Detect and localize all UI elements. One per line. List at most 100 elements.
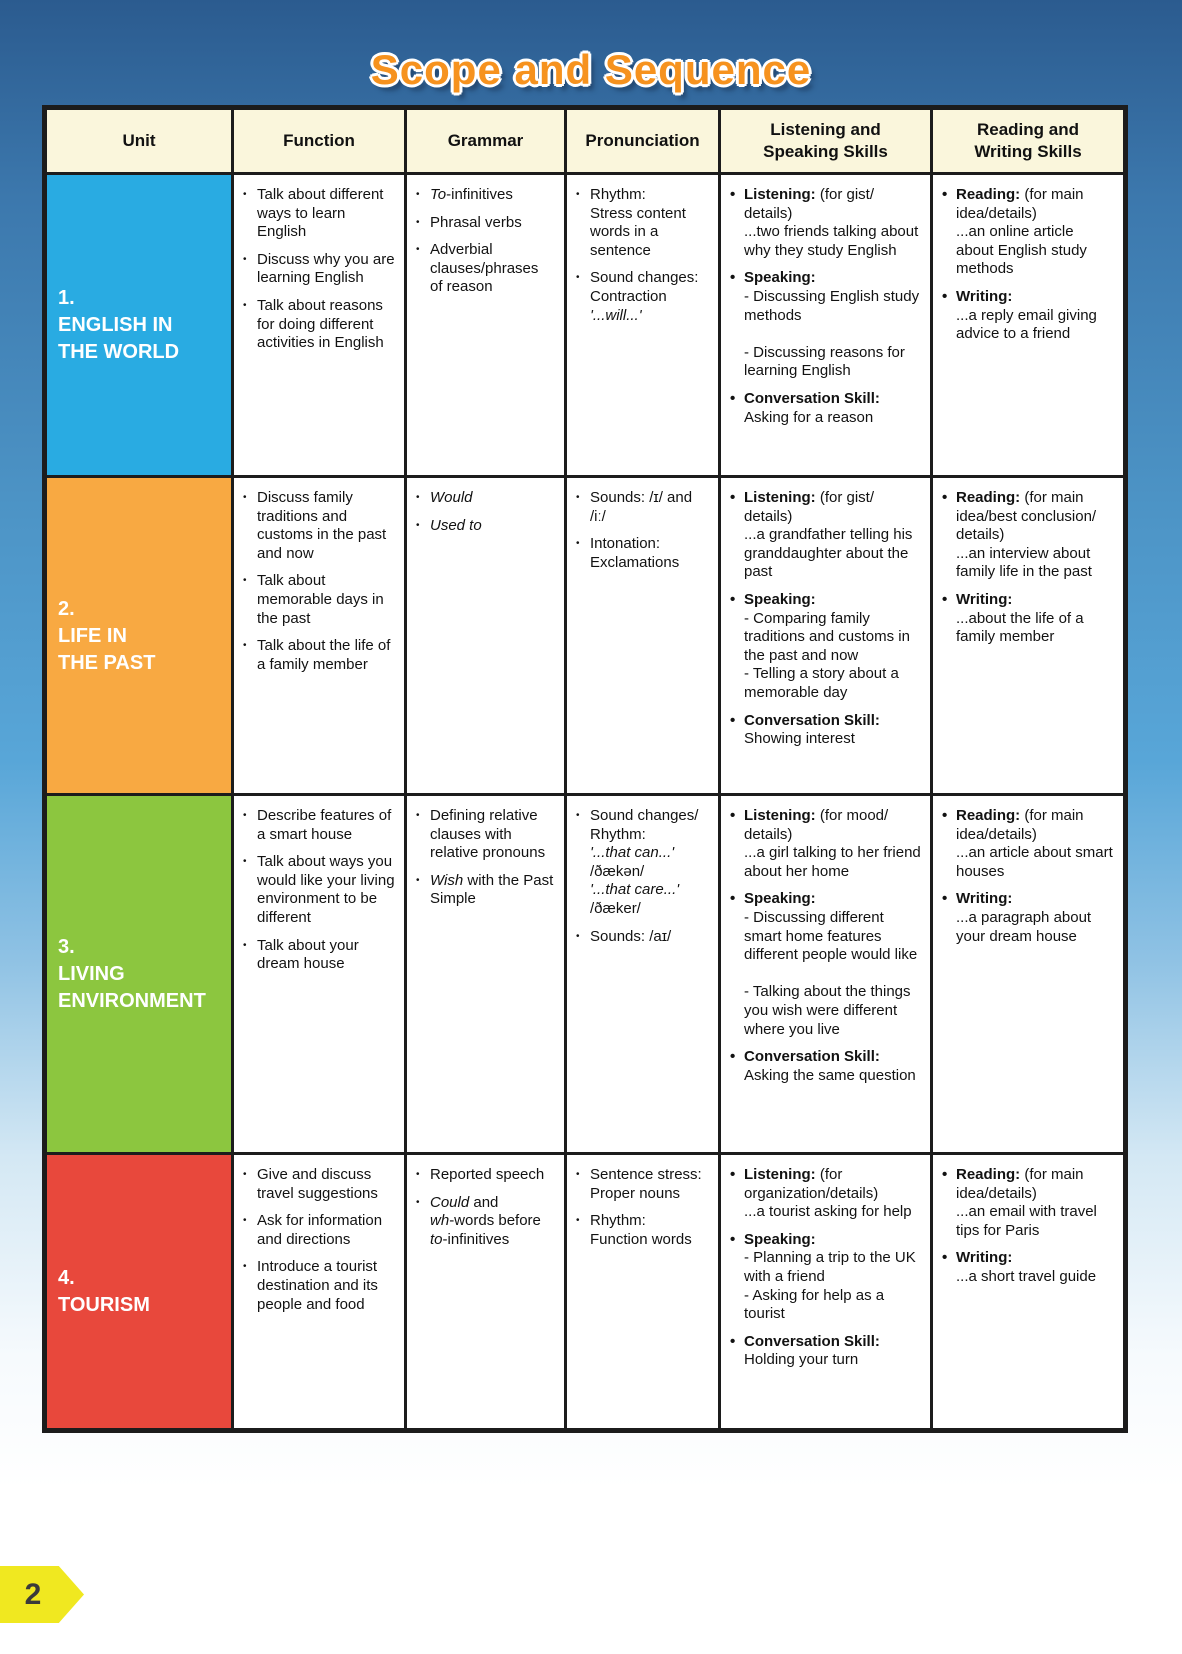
- bullet-text: Discuss why you are learning English: [257, 250, 395, 287]
- row-unit-3: 3. LIVING ENVIRONMENT • Describe features…: [43, 793, 1127, 1155]
- bullet-item: • Writing: ...about the life of a family …: [942, 591, 1114, 647]
- header-listening-speaking: Listening and Speaking Skills: [718, 106, 933, 175]
- unit-title-1: ENGLISH IN THE WORLD: [58, 314, 180, 363]
- bullet-icon: •: [243, 1261, 247, 1273]
- bullet-icon: •: [576, 930, 580, 942]
- bullet-text: Talk about different ways to learn Engli…: [257, 186, 384, 241]
- bullet-item: • Conversation Skill: Holding your turn: [730, 1333, 921, 1370]
- bullet-icon: •: [576, 189, 580, 200]
- bullet-item: • Reading: (for main idea/details) ...an …: [942, 1166, 1114, 1240]
- page-number-tab: 2: [0, 1566, 84, 1623]
- bullet-item: • Would: [416, 489, 555, 508]
- bullet-icon: •: [416, 519, 420, 531]
- bullet-icon: •: [942, 186, 948, 203]
- bullet-icon: •: [416, 244, 420, 256]
- bullet-item: • Conversation Skill: Showing interest: [730, 712, 921, 749]
- bullet-item: • Phrasal verbs: [416, 214, 555, 233]
- header-function: Function: [231, 106, 407, 175]
- bullet-text: Intonation: Exclamations: [590, 535, 680, 571]
- bullet-icon: •: [243, 299, 247, 311]
- bullet-text: Would: [430, 489, 473, 506]
- bullet-text: Wish with the Past Simple: [430, 871, 554, 908]
- bullet-text: Describe features of a smart house: [257, 807, 392, 843]
- bullet-icon: •: [942, 1249, 948, 1267]
- reading-writing-cell-4: • Reading: (for main idea/details) ...an …: [930, 1152, 1127, 1432]
- grammar-cell-1: • To-infinitives • Phrasal verbs • Adverbial …: [404, 172, 567, 478]
- bullet-icon: •: [416, 216, 420, 228]
- unit-cell-3: 3. LIVING ENVIRONMENT: [43, 793, 234, 1155]
- listening-speaking-cell-2: • Listening: (for gist/ details) ...a gra…: [718, 475, 933, 796]
- bullet-icon: •: [942, 287, 948, 305]
- bullet-item: • Reported speech: [416, 1166, 555, 1185]
- row-unit-2: 2. LIFE IN THE PAST • Discuss family trad…: [43, 475, 1127, 796]
- bullet-item: • Writing: ...a short travel guide: [942, 1249, 1114, 1286]
- bullet-item: • Intonation: Exclamations: [576, 535, 709, 572]
- bullet-text: Speaking: - Planning a trip to the UK wi…: [744, 1230, 916, 1323]
- bullet-icon: •: [730, 186, 736, 203]
- bullet-text: Reading: (for main idea/details) ...an a…: [956, 807, 1113, 880]
- bullet-icon: •: [243, 253, 247, 265]
- header-unit: Unit: [43, 106, 234, 175]
- bullet-icon: •: [416, 1196, 420, 1208]
- bullet-text: Talk about the life of a family member: [257, 637, 391, 673]
- bullet-text: Sound changes: Contraction '...will...': [590, 269, 699, 324]
- bullet-text: Writing: ...a short travel guide: [956, 1249, 1097, 1285]
- bullet-item: • Describe features of a smart house: [243, 807, 395, 844]
- bullet-text: Could and wh-words before to-infinitives: [430, 1193, 541, 1248]
- scope-sequence-table: Unit Function Grammar Pronunciation List…: [42, 105, 1128, 1433]
- bullet-icon: •: [243, 189, 247, 200]
- unit-cell-1: 1. ENGLISH IN THE WORLD: [43, 172, 234, 478]
- function-cell-2: • Discuss family traditions and customs i…: [231, 475, 407, 796]
- bullet-text: Used to: [430, 516, 482, 534]
- bullet-text: Writing: ...a reply email giving advice …: [956, 287, 1097, 343]
- bullet-item: • Listening: (for organization/details) .…: [730, 1166, 921, 1222]
- bullet-item: • Reading: (for main idea/details) ...an …: [942, 186, 1114, 279]
- bullet-item: • Conversation Skill: Asking the same que…: [730, 1048, 921, 1085]
- bullet-text: Listening: (for gist/ details) ...a gran…: [744, 489, 913, 581]
- page-number: 2: [24, 1577, 42, 1611]
- bullet-text: Introduce a tourist destination and its …: [257, 1258, 378, 1313]
- bullet-item: • Adverbial clauses/phrases of reason: [416, 241, 555, 297]
- bullet-icon: •: [942, 890, 948, 908]
- bullet-item: • Used to: [416, 517, 555, 536]
- page-title: Scope and Sequence: [370, 46, 812, 93]
- bullet-item: • Ask for information and directions: [243, 1212, 395, 1249]
- bullet-icon: •: [243, 575, 247, 587]
- bullet-item: • Writing: ...a paragraph about your drea…: [942, 890, 1114, 946]
- bullet-item: • Listening: (for mood/ details) ...a gir…: [730, 807, 921, 881]
- bullet-icon: •: [942, 1166, 948, 1183]
- bullet-text: Speaking: - Comparing family traditions …: [744, 590, 910, 701]
- reading-writing-cell-3: • Reading: (for main idea/details) ...an …: [930, 793, 1127, 1155]
- bullet-text: Sounds: /ɪ/ and /iː/: [590, 489, 693, 525]
- bullet-item: • Defining relative clauses with relative…: [416, 807, 555, 863]
- unit-number-1: 1.: [58, 287, 75, 309]
- unit-number-3: 3.: [58, 936, 75, 958]
- bullet-icon: •: [243, 810, 247, 821]
- listening-speaking-cell-4: • Listening: (for organization/details) .…: [718, 1152, 933, 1432]
- bullet-item: • Talk about different ways to learn Engl…: [243, 186, 395, 242]
- bullet-item: • Reading: (for main idea/details) ...an …: [942, 807, 1114, 881]
- header-reading-writing: Reading and Writing Skills: [930, 106, 1127, 175]
- bullet-item: • Talk about ways you would like your liv…: [243, 853, 395, 927]
- bullet-item: • Talk about memorable days in the past: [243, 572, 395, 628]
- bullet-text: Conversation Skill: Showing interest: [744, 711, 880, 748]
- bullet-icon: •: [416, 810, 420, 821]
- unit-cell-4: 4. TOURISM: [43, 1152, 234, 1432]
- grammar-cell-3: • Defining relative clauses with relative…: [404, 793, 567, 1155]
- bullet-item: • Listening: (for gist/ details) ...two f…: [730, 186, 921, 260]
- bullet-text: Rhythm: Function words: [590, 1212, 692, 1248]
- pronunciation-cell-1: • Rhythm: Stress content words in a sente…: [564, 172, 721, 478]
- bullet-item: • Talk about the life of a family member: [243, 637, 395, 674]
- bullet-text: Speaking: - Discussing different smart h…: [744, 890, 918, 1038]
- bullet-icon: •: [416, 1169, 420, 1180]
- bullet-icon: •: [576, 538, 580, 550]
- bullet-text: Ask for information and directions: [257, 1212, 383, 1248]
- bullet-item: • Speaking: - Discussing English study me…: [730, 269, 921, 381]
- bullet-item: • Conversation Skill: Asking for a reason: [730, 390, 921, 427]
- bullet-icon: •: [730, 489, 736, 506]
- function-cell-1: • Talk about different ways to learn Engl…: [231, 172, 407, 478]
- bullet-icon: •: [942, 807, 948, 824]
- bullet-icon: •: [730, 389, 736, 407]
- unit-number-2: 2.: [58, 597, 75, 620]
- pronunciation-cell-4: • Sentence stress: Proper nouns • Rhythm: F…: [564, 1152, 721, 1432]
